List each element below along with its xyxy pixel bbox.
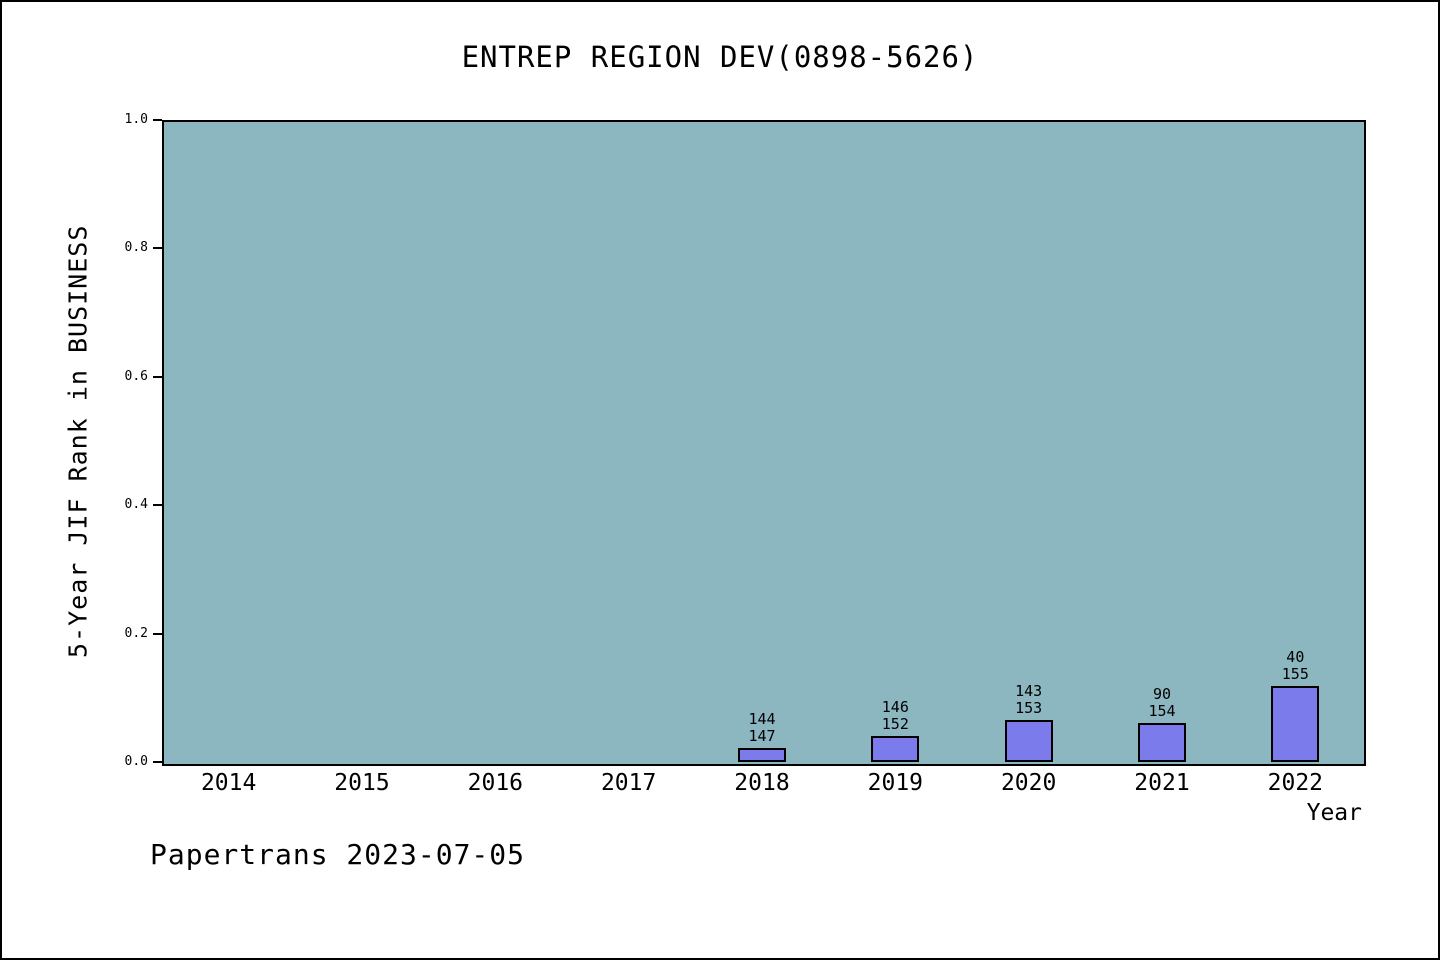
- bar-label: 40 155: [1225, 649, 1365, 683]
- bar-label-rank: 143: [1015, 681, 1043, 700]
- x-tick-label: 2017: [600, 770, 657, 796]
- chart-title: ENTREP REGION DEV(0898-5626): [461, 40, 979, 74]
- bar-label: 143 153: [959, 681, 1099, 717]
- footer-text: Papertrans 2023-07-05: [150, 838, 526, 871]
- bar: [871, 735, 920, 762]
- bar-label-total: 155: [1281, 665, 1309, 684]
- bar: [1138, 722, 1186, 762]
- x-tick-label: 2020: [1000, 770, 1057, 796]
- y-tick-label: 0.6: [124, 368, 148, 384]
- y-tick-mark: [153, 504, 162, 507]
- x-tick-label: 2016: [467, 770, 524, 796]
- y-tick-label: 0.8: [124, 240, 148, 256]
- x-tick-label: 2018: [734, 770, 790, 796]
- x-tick-label: 2019: [867, 770, 924, 796]
- bar-label-rank: 146: [881, 697, 909, 716]
- bar-label-total: 147: [748, 726, 776, 745]
- y-tick-mark: [153, 119, 162, 121]
- bar: [1271, 686, 1320, 762]
- y-tick-label: 1.0: [124, 112, 148, 127]
- y-tick-label: 0.4: [124, 497, 148, 513]
- y-axis-label: 5-Year JIF Rank in BUSINESS: [63, 224, 93, 658]
- y-tick-label: 0.2: [124, 625, 148, 641]
- x-axis-label: Year: [1306, 800, 1362, 826]
- y-tick-mark: [153, 632, 162, 635]
- x-tick-label: 2021: [1134, 770, 1190, 796]
- bar-label-rank: 90: [1152, 684, 1172, 703]
- y-tick-mark: [153, 247, 162, 250]
- x-tick-label: 2015: [334, 770, 390, 796]
- y-tick-mark: [153, 375, 162, 378]
- bar-label-total: 153: [1015, 698, 1043, 717]
- bar-label-total: 154: [1148, 701, 1176, 720]
- x-tick-label: 2014: [200, 770, 257, 796]
- bar-label: 144 147: [692, 709, 832, 745]
- bar: [1004, 719, 1053, 762]
- y-tick-label: 0.0: [124, 754, 148, 769]
- bar-label: 90 154: [1092, 684, 1232, 720]
- bar-label-total: 152: [881, 714, 909, 733]
- bar-label-rank: 144: [748, 709, 776, 728]
- bar-label: 146 152: [825, 697, 965, 733]
- x-tick-label: 2022: [1267, 770, 1324, 796]
- y-tick-mark: [153, 761, 162, 763]
- bar-label-rank: 40: [1286, 648, 1305, 667]
- bar: [738, 747, 786, 762]
- plot-area: [162, 120, 1366, 766]
